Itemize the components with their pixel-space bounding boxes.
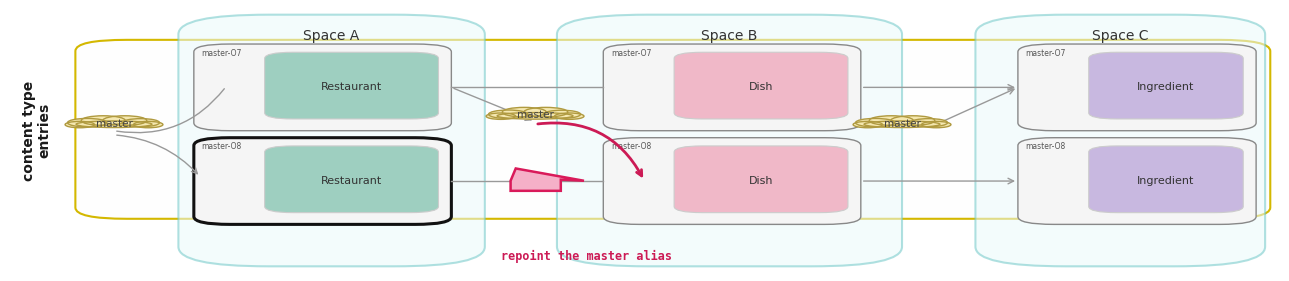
FancyBboxPatch shape (674, 52, 848, 119)
Text: master-O8: master-O8 (201, 142, 242, 151)
FancyBboxPatch shape (976, 15, 1265, 266)
Text: repoint the master alias: repoint the master alias (501, 250, 672, 263)
FancyBboxPatch shape (264, 52, 438, 119)
FancyBboxPatch shape (75, 40, 1270, 219)
Text: master: master (883, 119, 920, 129)
Circle shape (486, 113, 516, 119)
Text: content type
entries: content type entries (22, 81, 52, 181)
Circle shape (81, 116, 125, 125)
Text: master-O7: master-O7 (611, 49, 651, 58)
FancyBboxPatch shape (193, 138, 451, 225)
Text: Restaurant: Restaurant (321, 176, 383, 186)
Ellipse shape (76, 121, 152, 128)
Circle shape (489, 110, 527, 119)
Ellipse shape (864, 121, 940, 128)
Text: master-O8: master-O8 (611, 142, 651, 151)
FancyArrowPatch shape (117, 89, 224, 133)
FancyArrowPatch shape (117, 135, 197, 174)
Text: master: master (95, 119, 133, 129)
FancyBboxPatch shape (1018, 138, 1255, 225)
Polygon shape (510, 169, 584, 191)
FancyBboxPatch shape (1018, 44, 1255, 131)
Text: Ingredient: Ingredient (1137, 176, 1195, 186)
Circle shape (523, 107, 568, 117)
Text: Restaurant: Restaurant (321, 82, 383, 92)
FancyArrowPatch shape (538, 123, 642, 176)
Text: Dish: Dish (749, 176, 773, 186)
Circle shape (103, 116, 147, 125)
FancyBboxPatch shape (674, 146, 848, 213)
Text: master-O8: master-O8 (1026, 142, 1066, 151)
FancyBboxPatch shape (557, 15, 902, 266)
Text: master: master (517, 110, 553, 120)
Circle shape (922, 121, 951, 128)
Circle shape (891, 116, 935, 125)
Circle shape (910, 119, 947, 127)
Circle shape (869, 116, 914, 125)
Circle shape (503, 107, 547, 117)
Circle shape (856, 118, 895, 127)
FancyBboxPatch shape (603, 44, 861, 131)
Ellipse shape (498, 113, 574, 119)
Text: Space A: Space A (303, 29, 360, 43)
FancyBboxPatch shape (264, 146, 438, 213)
FancyBboxPatch shape (193, 44, 451, 131)
Circle shape (134, 121, 162, 128)
Text: Space C: Space C (1092, 29, 1148, 43)
Text: master-O7: master-O7 (201, 49, 242, 58)
Circle shape (67, 118, 107, 127)
Text: Dish: Dish (749, 82, 773, 92)
FancyBboxPatch shape (603, 138, 861, 225)
Text: Ingredient: Ingredient (1137, 82, 1195, 92)
FancyBboxPatch shape (1089, 52, 1243, 119)
Text: Space B: Space B (701, 29, 758, 43)
Circle shape (853, 121, 883, 128)
Text: master-O7: master-O7 (1026, 49, 1066, 58)
Circle shape (122, 119, 160, 127)
Circle shape (544, 110, 580, 118)
Circle shape (554, 113, 584, 119)
FancyBboxPatch shape (1089, 146, 1243, 213)
Circle shape (64, 121, 94, 128)
FancyBboxPatch shape (178, 15, 485, 266)
